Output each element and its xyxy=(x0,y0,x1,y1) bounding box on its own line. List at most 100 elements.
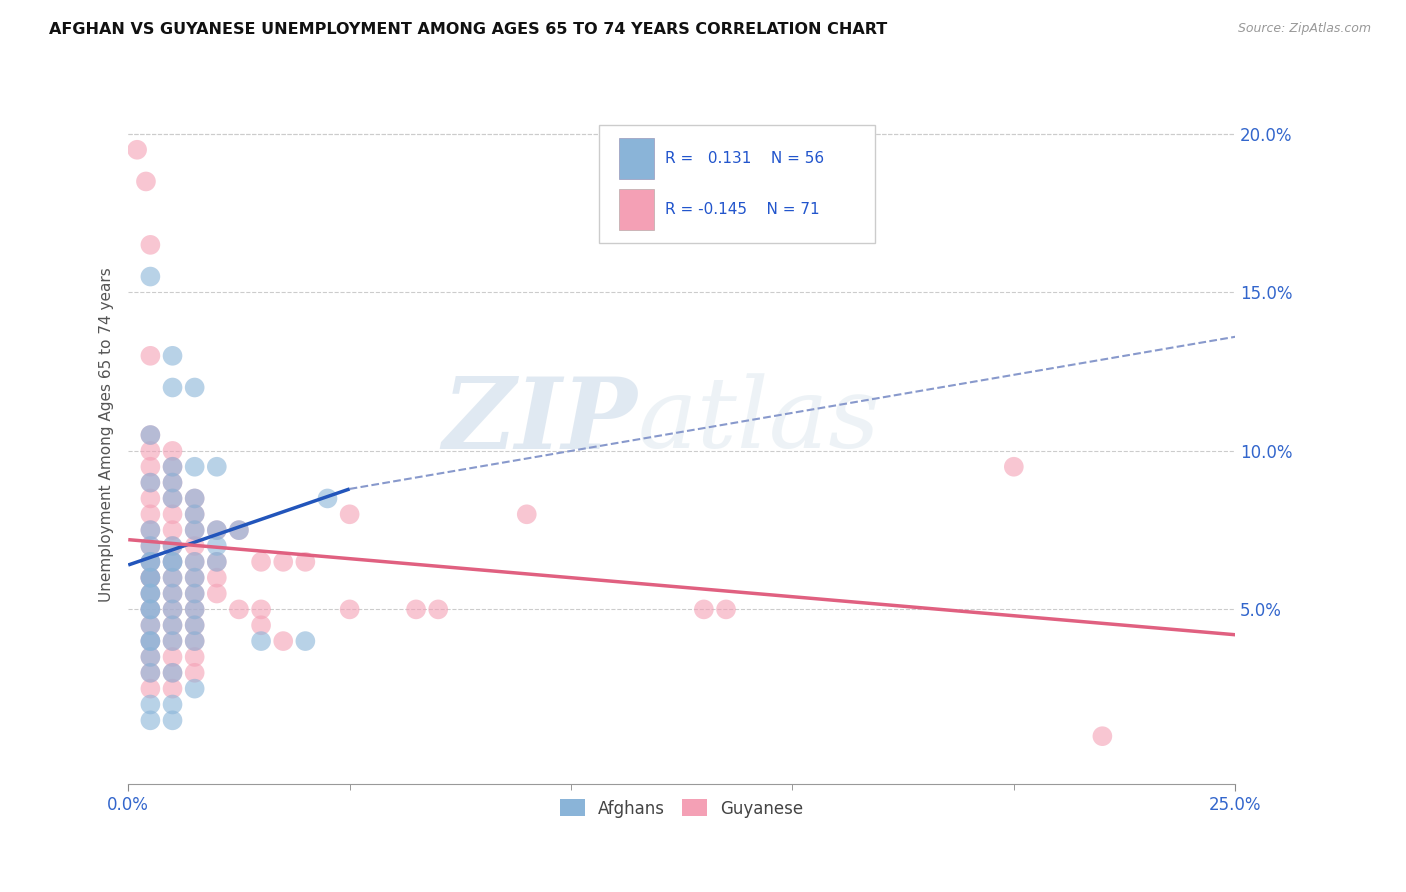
Point xyxy=(339,602,361,616)
Point xyxy=(693,602,716,616)
Point xyxy=(162,571,184,585)
Text: R = -0.145    N = 71: R = -0.145 N = 71 xyxy=(665,202,820,217)
Point xyxy=(183,618,205,632)
Point xyxy=(162,555,184,569)
Point xyxy=(405,602,427,616)
Point xyxy=(162,698,184,712)
Point xyxy=(139,634,162,648)
Point xyxy=(139,539,162,553)
Point xyxy=(139,586,162,600)
Point xyxy=(183,681,205,696)
Point xyxy=(714,602,737,616)
Point xyxy=(139,665,162,680)
Point xyxy=(139,349,162,363)
Point xyxy=(139,649,162,664)
Point xyxy=(183,618,205,632)
Point xyxy=(162,555,184,569)
Point xyxy=(139,269,162,284)
Point xyxy=(516,508,538,522)
Point xyxy=(139,649,162,664)
Point xyxy=(183,586,205,600)
Point xyxy=(139,508,162,522)
Point xyxy=(139,523,162,537)
Point xyxy=(162,571,184,585)
Point xyxy=(139,475,162,490)
Point xyxy=(183,523,205,537)
Point xyxy=(271,634,294,648)
Legend: Afghans, Guyanese: Afghans, Guyanese xyxy=(554,793,810,824)
Point xyxy=(183,539,205,553)
Point xyxy=(162,443,184,458)
Point xyxy=(139,491,162,506)
Point xyxy=(183,491,205,506)
Point xyxy=(228,523,250,537)
Point xyxy=(139,571,162,585)
Point xyxy=(294,555,316,569)
Point xyxy=(139,714,162,728)
Point xyxy=(205,555,228,569)
Point xyxy=(139,602,162,616)
Point xyxy=(183,602,205,616)
Point xyxy=(162,523,184,537)
Point xyxy=(139,428,162,442)
Point xyxy=(162,714,184,728)
FancyBboxPatch shape xyxy=(599,125,876,244)
Point xyxy=(183,665,205,680)
Point xyxy=(135,174,157,188)
Point xyxy=(162,586,184,600)
Text: ZIP: ZIP xyxy=(443,373,637,469)
Point xyxy=(183,571,205,585)
Point xyxy=(183,555,205,569)
Point xyxy=(205,523,228,537)
FancyBboxPatch shape xyxy=(619,137,654,178)
Point xyxy=(139,459,162,474)
Text: atlas: atlas xyxy=(637,374,880,469)
Point xyxy=(162,681,184,696)
Point xyxy=(271,555,294,569)
Point xyxy=(139,539,162,553)
Point xyxy=(183,508,205,522)
Point xyxy=(162,491,184,506)
Point xyxy=(139,698,162,712)
Text: AFGHAN VS GUYANESE UNEMPLOYMENT AMONG AGES 65 TO 74 YEARS CORRELATION CHART: AFGHAN VS GUYANESE UNEMPLOYMENT AMONG AG… xyxy=(49,22,887,37)
Point xyxy=(162,539,184,553)
Point xyxy=(139,634,162,648)
Point xyxy=(162,649,184,664)
Point xyxy=(316,491,339,506)
Point xyxy=(205,555,228,569)
Point xyxy=(162,634,184,648)
Point xyxy=(183,571,205,585)
Point xyxy=(205,571,228,585)
Point xyxy=(139,602,162,616)
Point xyxy=(162,586,184,600)
Point xyxy=(205,539,228,553)
Point xyxy=(162,555,184,569)
Point xyxy=(228,523,250,537)
Point xyxy=(339,508,361,522)
Point xyxy=(139,602,162,616)
Point xyxy=(139,571,162,585)
Point xyxy=(162,459,184,474)
Point xyxy=(427,602,450,616)
Point xyxy=(139,665,162,680)
Point xyxy=(205,586,228,600)
Point xyxy=(162,618,184,632)
Point xyxy=(183,634,205,648)
Point xyxy=(162,634,184,648)
Point xyxy=(139,634,162,648)
Y-axis label: Unemployment Among Ages 65 to 74 years: Unemployment Among Ages 65 to 74 years xyxy=(100,268,114,602)
Point xyxy=(183,459,205,474)
Point xyxy=(1091,729,1114,743)
Point xyxy=(162,602,184,616)
Point xyxy=(183,649,205,664)
Point xyxy=(162,665,184,680)
Point xyxy=(127,143,149,157)
Point xyxy=(162,602,184,616)
Point xyxy=(183,508,205,522)
Point xyxy=(183,602,205,616)
Point xyxy=(139,571,162,585)
Point xyxy=(162,475,184,490)
Point xyxy=(162,459,184,474)
Point xyxy=(228,602,250,616)
Point xyxy=(183,523,205,537)
